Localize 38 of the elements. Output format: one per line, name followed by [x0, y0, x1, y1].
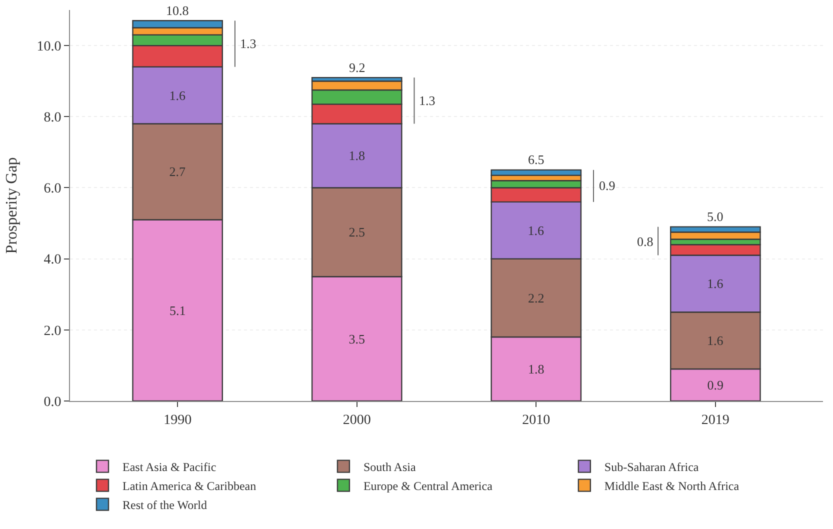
data-label: 1.8: [348, 148, 365, 164]
legend-label: East Asia & Pacific: [122, 460, 216, 474]
total-label: 9.2: [349, 60, 366, 75]
legend-label: Europe & Central America: [363, 479, 494, 494]
data-label: 1.6: [707, 333, 724, 348]
y-tick-label: 6.0: [44, 182, 62, 197]
y-tick-label: 4.0: [44, 252, 62, 268]
annotation: 1.3: [419, 93, 436, 108]
legend-label: South Asia: [363, 460, 416, 474]
total-label: 10.8: [166, 3, 189, 18]
legend-label: Sub-Saharan Africa: [604, 460, 700, 474]
x-tick-label: 2000: [342, 412, 371, 428]
data-label: 3.5: [348, 331, 365, 346]
legend-label: Middle East & North Africa: [604, 479, 740, 494]
annotation: 0.9: [599, 178, 616, 193]
data-label: 2.7: [169, 164, 186, 180]
legend-label: Rest of the World: [122, 498, 207, 512]
y-axis-title: Prosperity Gap: [4, 157, 21, 254]
data-label: 2.5: [348, 224, 365, 240]
x-tick-label: 1990: [164, 412, 192, 428]
data-label: 0.9: [707, 378, 724, 393]
x-tick-label: 2019: [701, 412, 730, 428]
annotation: 0.8: [637, 234, 654, 249]
data-label: 1.6: [528, 222, 545, 238]
data-label: 1.6: [169, 88, 186, 103]
data-label: 1.6: [707, 276, 724, 292]
legend-label: Latin America & Caribbean: [122, 479, 256, 494]
y-tick-label: 2.0: [44, 324, 62, 339]
total-label: 5.0: [707, 209, 724, 224]
data-label: 2.2: [528, 290, 544, 306]
y-tick-label: 8.0: [44, 110, 62, 126]
y-tick-label: 0.0: [44, 394, 62, 410]
annotation: 1.3: [240, 36, 256, 51]
x-tick-label: 2010: [522, 412, 550, 428]
y-tick-label: 10.0: [36, 39, 62, 54]
data-label: 5.1: [169, 302, 186, 318]
data-label: 1.8: [528, 362, 544, 377]
total-label: 6.5: [528, 152, 544, 167]
